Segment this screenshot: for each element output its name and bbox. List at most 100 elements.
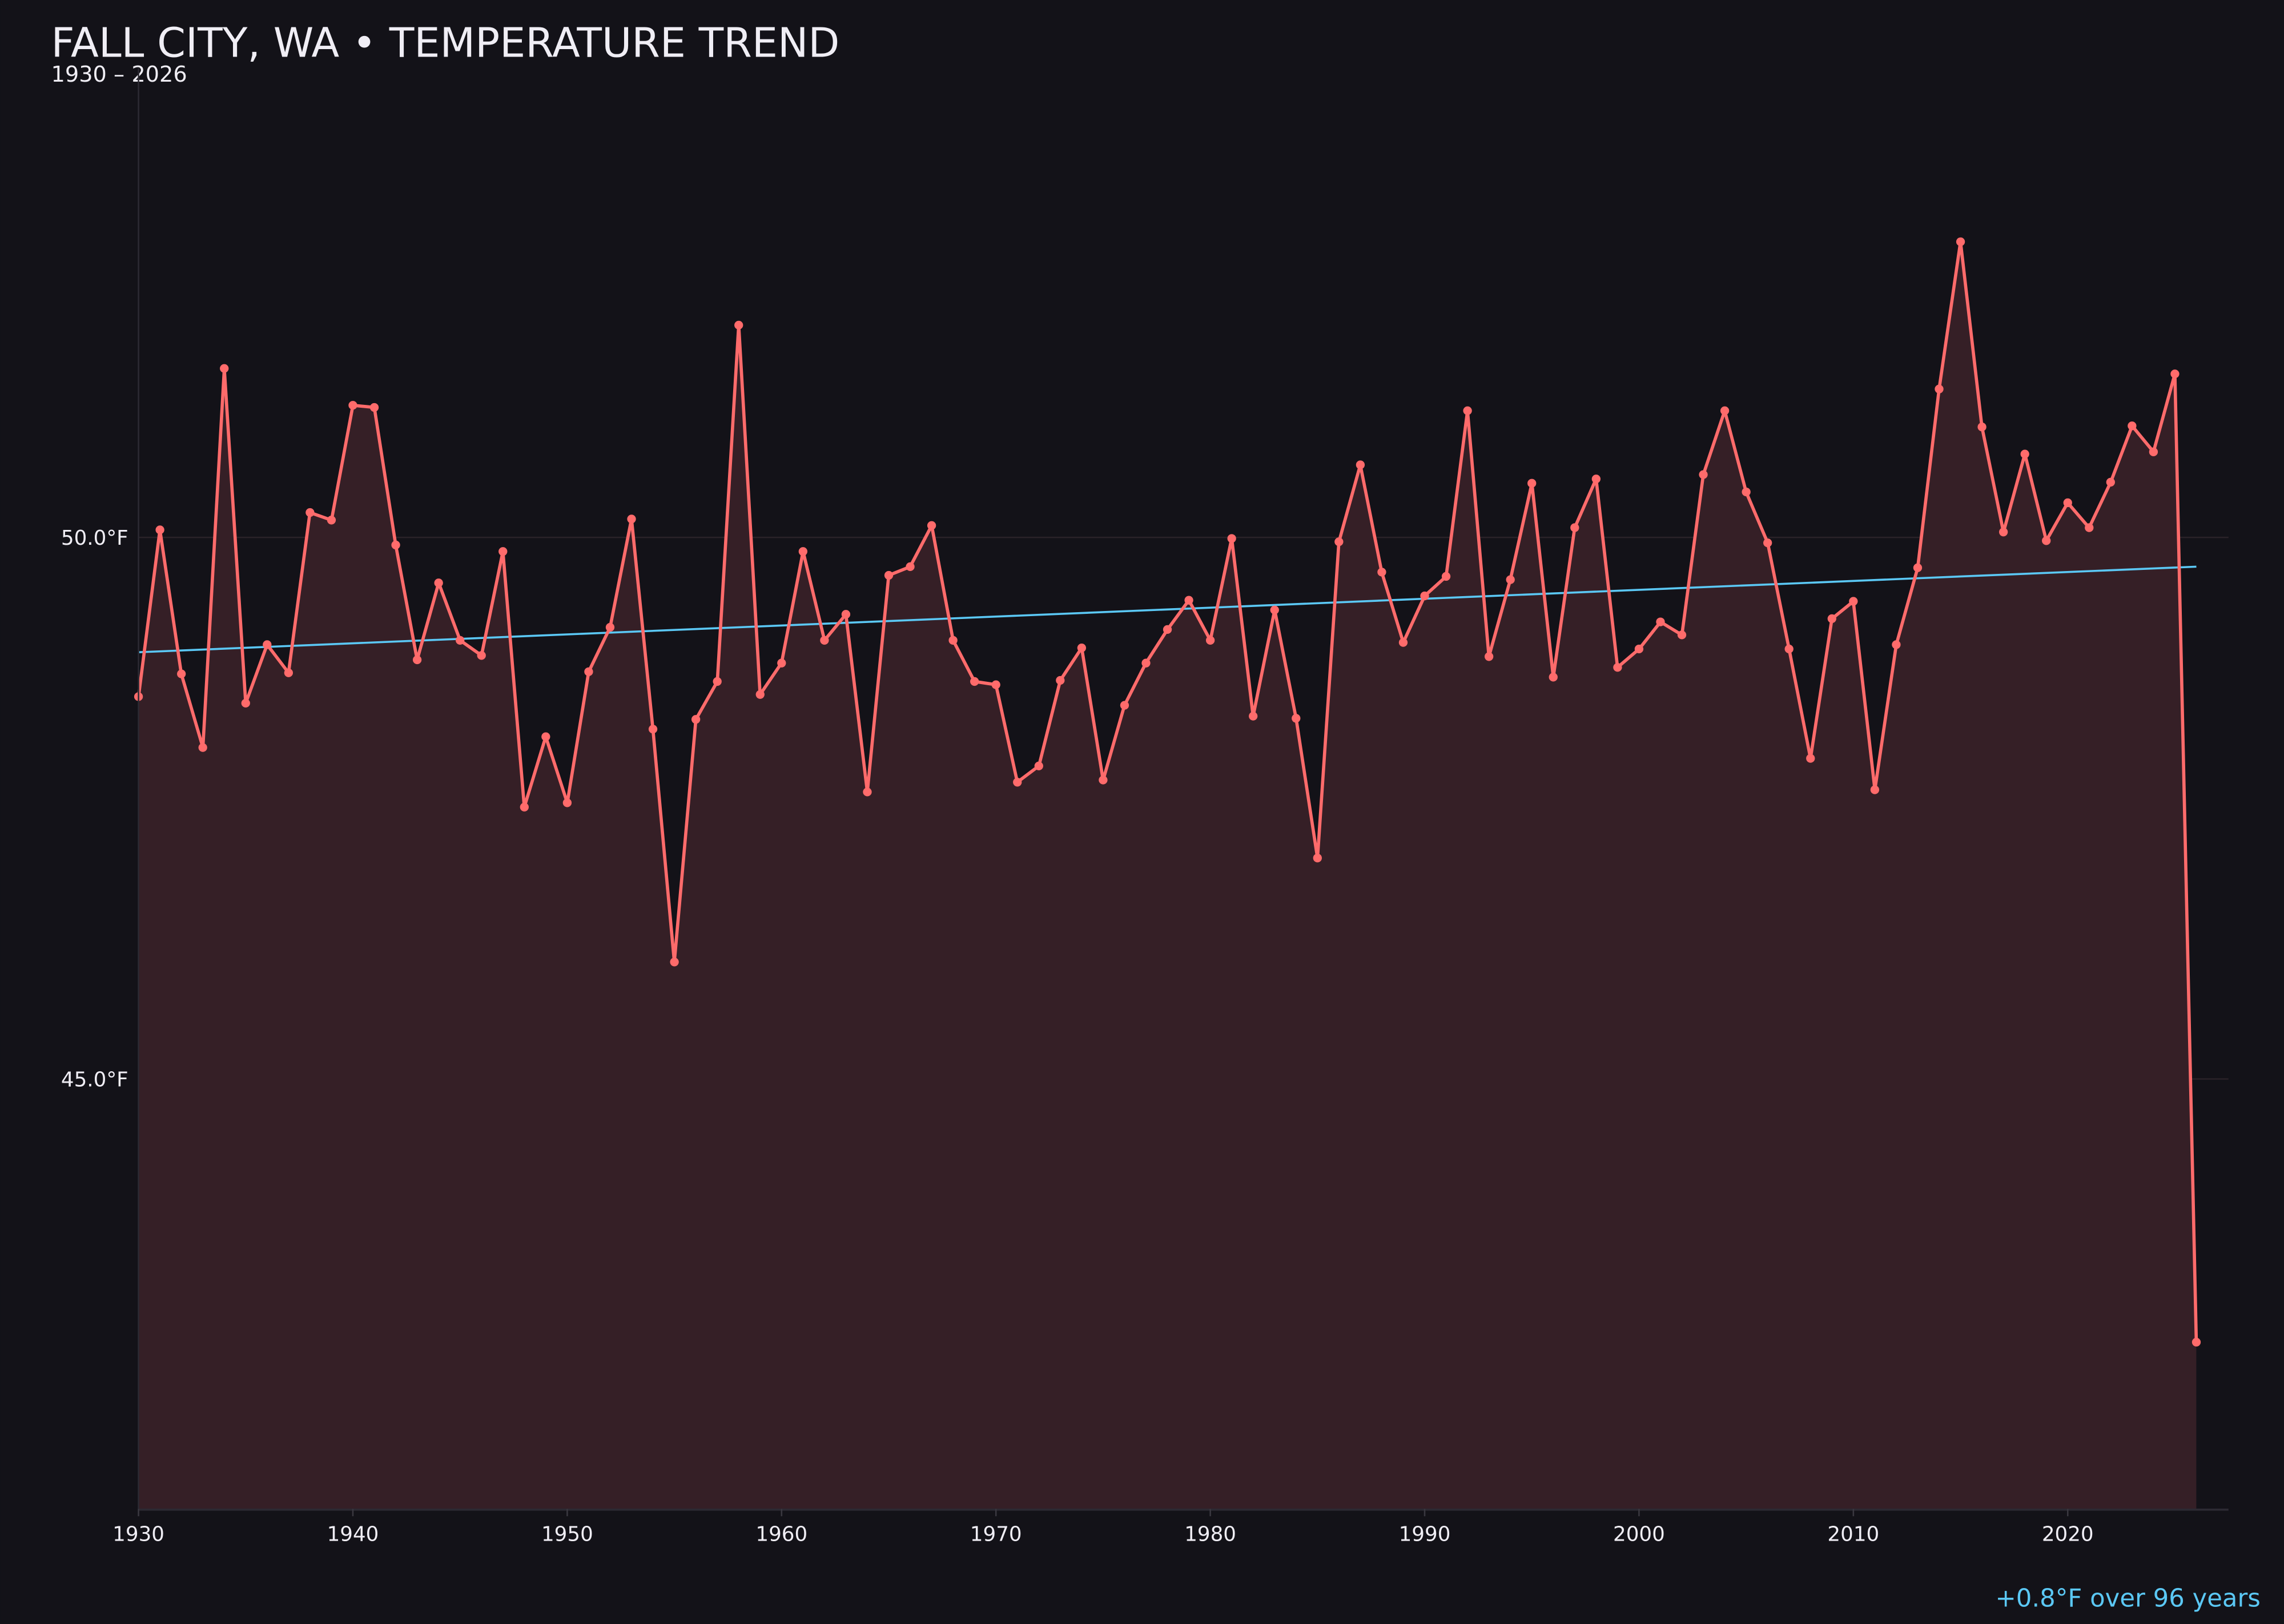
data-point-1976 [1120,701,1129,710]
data-point-1956 [691,715,701,724]
data-point-1975 [1099,775,1108,785]
data-point-2011 [1870,785,1880,794]
data-point-1988 [1377,568,1386,577]
data-point-1958 [734,320,743,330]
data-point-2013 [1913,563,1923,572]
data-point-1969 [970,677,979,686]
data-point-1985 [1313,853,1322,863]
data-point-1990 [1420,591,1429,601]
data-point-1945 [456,636,465,645]
data-point-1968 [948,636,958,645]
data-point-1948 [520,802,529,812]
data-point-1935 [241,698,250,708]
data-point-1944 [434,578,443,588]
x-tick-label: 2020 [2042,1523,2094,1546]
data-point-2023 [2128,421,2137,431]
data-point-1970 [991,680,1000,689]
data-point-1954 [648,725,658,734]
data-point-1964 [863,787,872,797]
data-point-1974 [1077,643,1087,653]
data-point-1977 [1141,658,1151,668]
data-point-1946 [477,651,486,660]
data-point-1963 [841,610,851,619]
data-point-2021 [2085,523,2094,532]
chart-title: FALL CITY, WA • TEMPERATURE TREND [51,19,840,66]
data-point-2008 [1806,754,1815,763]
data-point-2019 [2042,536,2051,545]
data-point-1973 [1056,676,1065,685]
x-tick-label: 1940 [327,1523,379,1546]
x-tick-label: 1930 [112,1523,164,1546]
data-point-2002 [1677,630,1687,640]
data-point-2009 [1827,614,1836,624]
data-point-2020 [2063,498,2072,508]
data-point-1947 [498,547,508,556]
trend-line [138,565,2197,653]
data-point-1943 [412,655,422,665]
data-point-2006 [1763,538,1772,548]
data-point-1949 [541,732,550,741]
data-point-1959 [755,690,765,699]
y-ticks: 45.0°F 50.0°F [61,526,128,1091]
data-point-1936 [263,640,272,649]
data-point-1999 [1613,663,1622,672]
x-ticks: 1930 1940 1950 1960 1970 1980 1990 2000 2010 2020 [112,1509,2094,1546]
data-point-2014 [1935,384,1944,393]
data-point-1998 [1591,475,1601,484]
data-point-1991 [1441,572,1451,581]
data-point-2012 [1892,640,1901,649]
data-point-1961 [798,547,807,556]
data-point-1962 [820,636,829,645]
data-point-2007 [1784,644,1794,654]
data-point-1984 [1292,714,1301,723]
x-tick-label: 1970 [970,1523,1022,1546]
data-point-1940 [348,401,357,410]
data-point-1938 [305,508,315,517]
chart-subtitle: 1930 – 2026 [51,62,187,87]
data-point-2015 [1956,237,1965,247]
data-point-2000 [1634,644,1644,654]
data-point-1952 [605,622,615,632]
y-tick-label: 50.0°F [61,526,128,550]
data-point-2022 [2106,477,2115,487]
data-point-1978 [1163,625,1172,634]
series-points [134,237,2201,1347]
data-point-1932 [177,669,186,678]
data-point-1995 [1527,479,1537,488]
data-point-1992 [1463,406,1472,415]
data-point-2016 [1977,423,1987,432]
trend-annotation: +0.8°F over 96 years [1995,1584,2260,1613]
data-point-2026 [2191,1337,2201,1347]
data-point-1966 [906,562,915,572]
data-point-1941 [369,403,379,412]
data-point-1987 [1356,460,1365,469]
data-point-1955 [670,958,679,967]
data-point-1967 [927,521,936,530]
data-point-2018 [2020,449,2029,459]
data-point-2024 [2149,447,2158,456]
data-point-2004 [1720,406,1730,415]
data-point-1983 [1270,605,1279,614]
data-point-2017 [1998,528,2008,537]
x-tick-label: 1980 [1184,1523,1236,1546]
data-point-1960 [777,658,786,668]
data-point-2025 [2170,369,2180,379]
data-point-2005 [1742,487,1751,497]
data-point-1950 [562,798,572,807]
data-point-1942 [391,540,400,550]
data-point-2010 [1849,597,1858,606]
area-fill [138,242,2197,1509]
data-point-1979 [1184,596,1193,605]
x-tick-label: 2000 [1613,1523,1665,1546]
data-point-1934 [220,364,229,373]
data-point-1986 [1334,537,1344,546]
y-tick-label: 45.0°F [61,1068,128,1091]
data-point-1996 [1549,673,1558,682]
data-point-1933 [198,743,207,752]
x-tick-label: 1990 [1399,1523,1451,1546]
x-tick-label: 1950 [541,1523,593,1546]
data-point-1972 [1034,761,1043,771]
data-point-1957 [713,677,722,686]
x-tick-label: 1960 [755,1523,807,1546]
data-point-1993 [1484,652,1494,661]
